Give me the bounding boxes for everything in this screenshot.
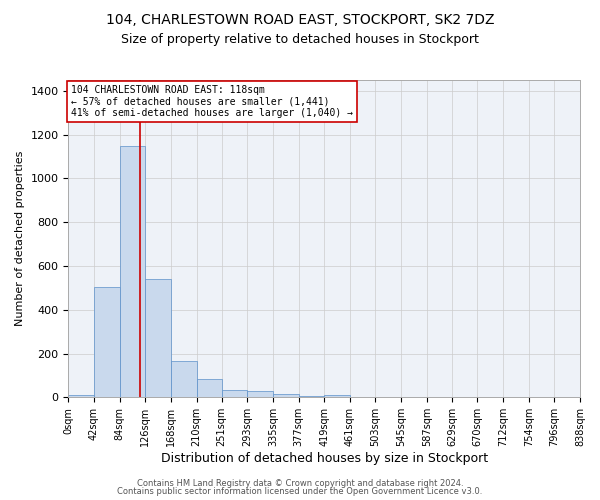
Bar [171,361,197,398]
Text: 104 CHARLESTOWN ROAD EAST: 118sqm
← 57% of detached houses are smaller (1,441)
4: 104 CHARLESTOWN ROAD EAST: 118sqm ← 57% … [71,85,353,118]
Bar [221,390,247,398]
Y-axis label: Number of detached properties: Number of detached properties [15,151,25,326]
Bar [119,146,145,398]
Text: Contains public sector information licensed under the Open Government Licence v3: Contains public sector information licen… [118,487,482,496]
Bar [299,396,324,398]
Bar [145,279,171,398]
Bar [273,394,299,398]
Bar [324,394,350,398]
Text: Contains HM Land Registry data © Crown copyright and database right 2024.: Contains HM Land Registry data © Crown c… [137,478,463,488]
Bar [68,395,94,398]
Bar [197,380,221,398]
Bar [247,392,273,398]
Text: 104, CHARLESTOWN ROAD EAST, STOCKPORT, SK2 7DZ: 104, CHARLESTOWN ROAD EAST, STOCKPORT, S… [106,12,494,26]
Text: Size of property relative to detached houses in Stockport: Size of property relative to detached ho… [121,32,479,46]
X-axis label: Distribution of detached houses by size in Stockport: Distribution of detached houses by size … [161,452,488,465]
Bar [94,287,119,398]
